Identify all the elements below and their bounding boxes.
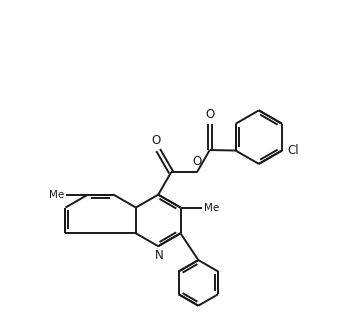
Text: N: N	[155, 249, 164, 262]
Text: O: O	[152, 134, 161, 147]
Text: Me: Me	[49, 190, 64, 200]
Text: O: O	[205, 108, 214, 121]
Text: O: O	[192, 155, 202, 168]
Text: Cl: Cl	[287, 144, 299, 157]
Text: Me: Me	[205, 203, 220, 213]
